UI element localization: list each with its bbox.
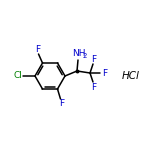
Text: F: F [59,100,64,109]
Text: F: F [92,55,97,64]
Text: F: F [92,83,97,92]
Text: HCl: HCl [122,71,140,81]
Text: NH: NH [72,50,86,59]
Text: Cl: Cl [14,71,22,81]
Text: 2: 2 [82,53,87,59]
Text: F: F [102,69,108,78]
Text: F: F [35,45,40,54]
